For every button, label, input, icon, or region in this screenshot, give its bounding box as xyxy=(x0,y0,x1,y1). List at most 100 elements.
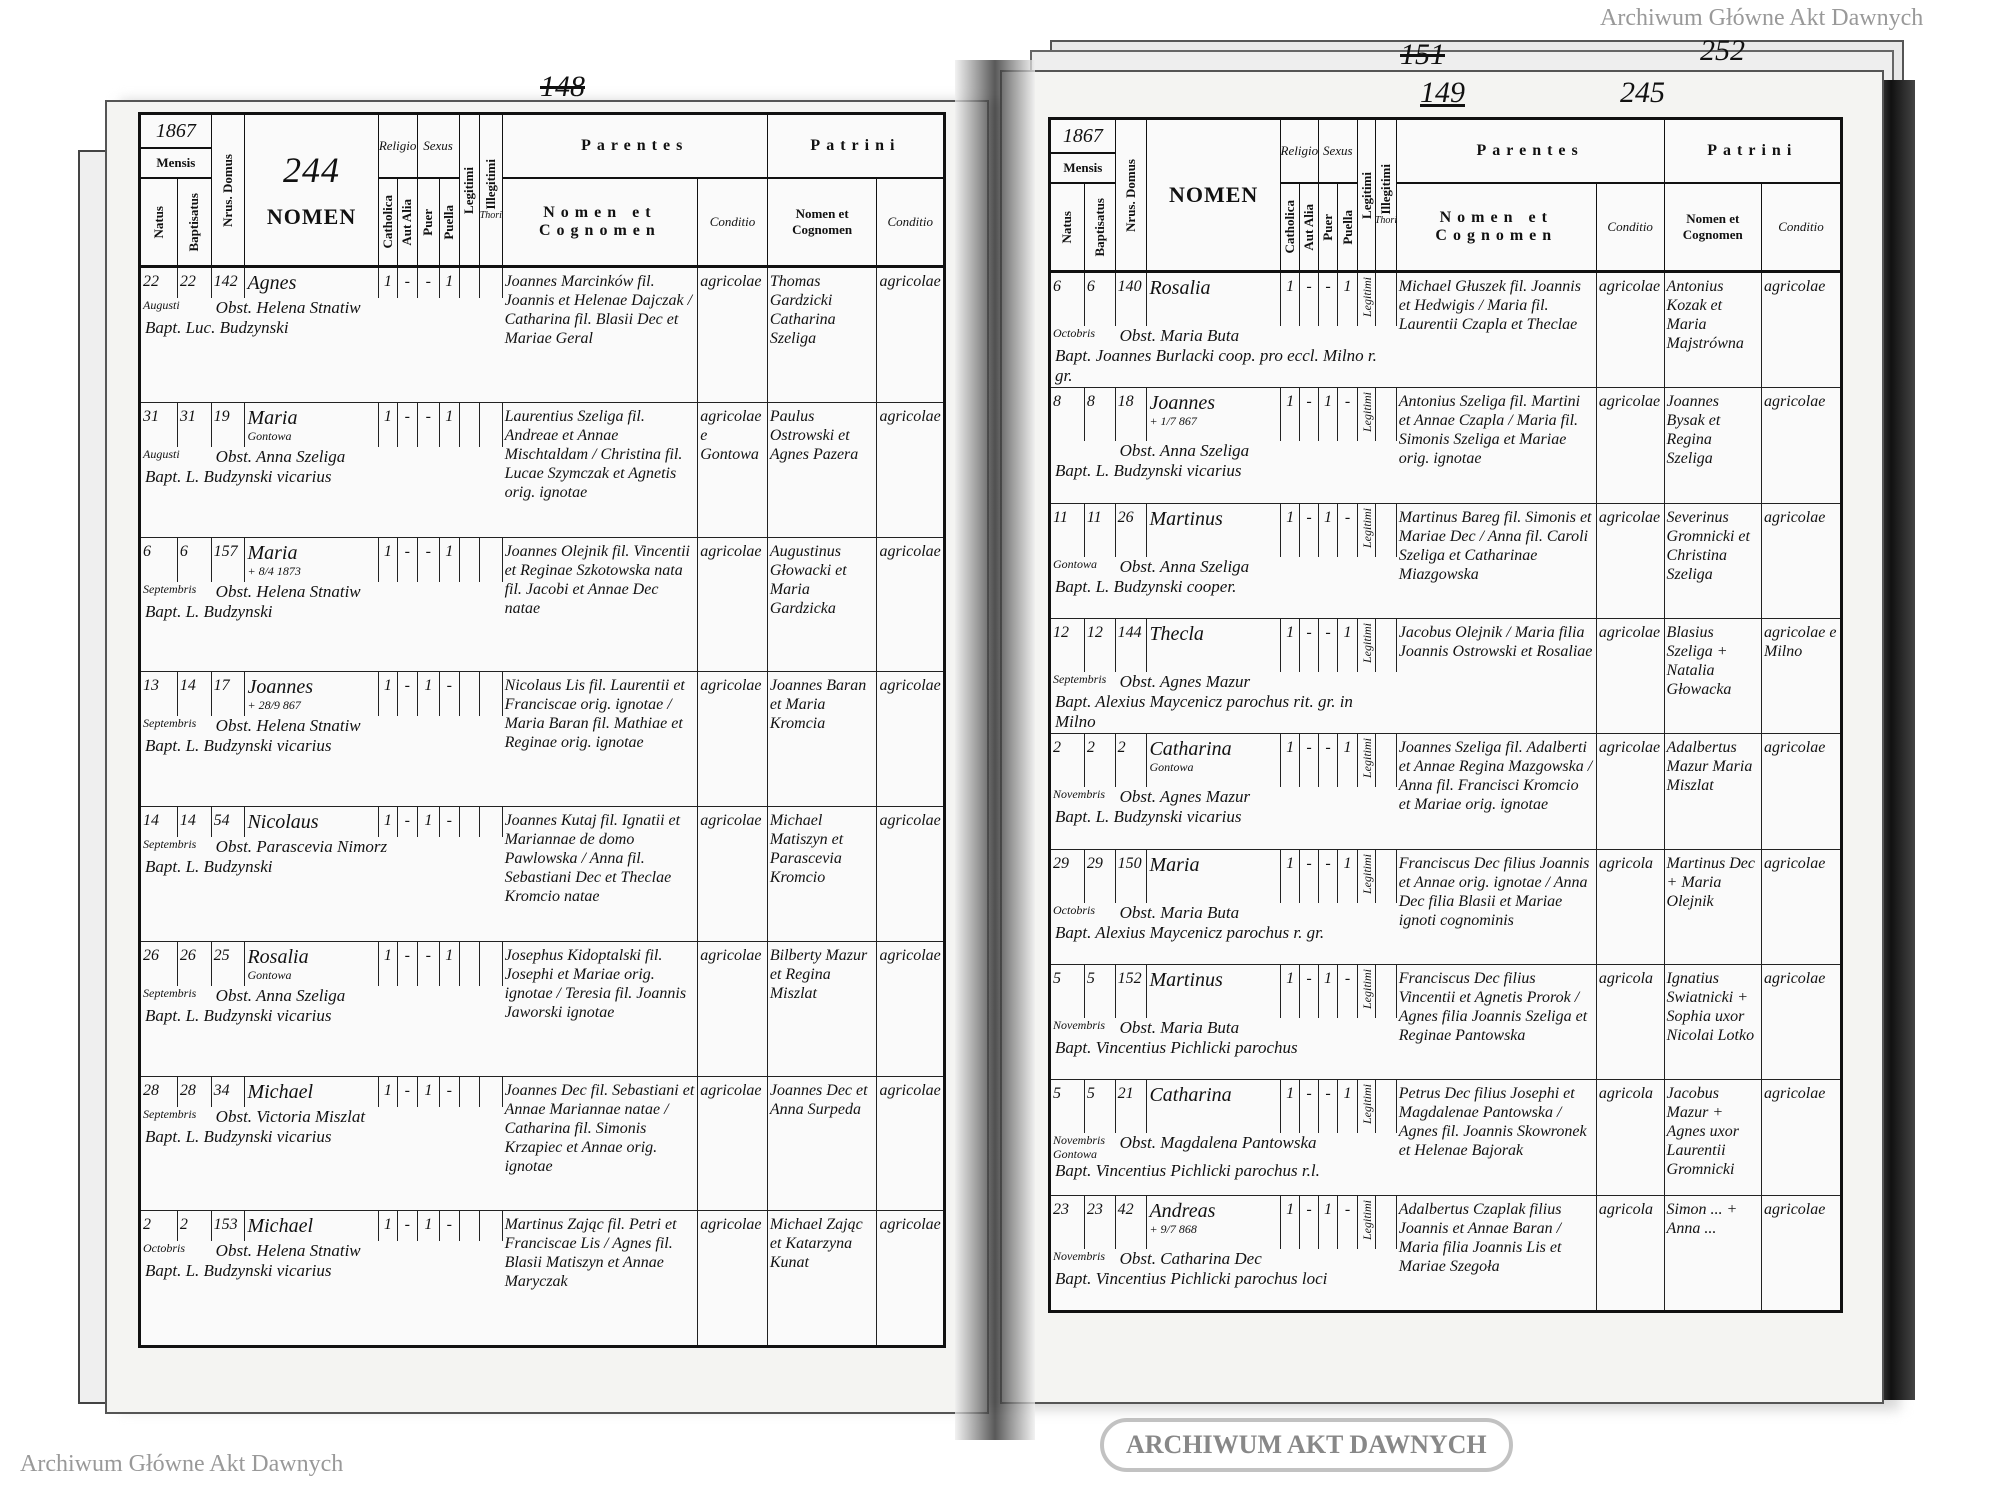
legitimi-cell xyxy=(460,807,481,837)
aut-cell: - xyxy=(1300,1080,1319,1134)
parents-cell: Laurentius Szeliga fil. Andreae et Annae… xyxy=(503,402,699,537)
patrini-cell: Jacobus Mazur + Agnes uxor Laurentii Gro… xyxy=(1665,1080,1763,1195)
baptizans-line: Bapt. L. Budzynski vicarius xyxy=(145,1005,332,1025)
baptisatus-cell: 31 xyxy=(178,402,212,447)
parents-cell: Joannes Marcinków fil. Joannis et Helena… xyxy=(503,268,699,402)
puer-cell: 1 xyxy=(418,807,441,837)
obstetrix-line: Obst. Helena Stnatiw xyxy=(215,716,361,736)
header-legitimi: Legitimi xyxy=(1358,171,1374,219)
domus-cell: 42 xyxy=(1116,1195,1148,1249)
month-label: Gontowa xyxy=(1053,556,1098,571)
header-baptisatus: Baptisatus xyxy=(1091,197,1107,257)
child-name: Maria xyxy=(1149,853,1200,876)
parents-conditio-cell: agricolae xyxy=(698,807,768,941)
puella-cell: 1 xyxy=(1338,618,1358,672)
table-row: 8 8 18 Joannes + 1/7 867 1-1- Legitimi Antonius… xyxy=(1051,388,1840,504)
legitimi-cell: Legitimi xyxy=(1358,964,1377,1018)
patrini-conditio-cell: agricolae xyxy=(1764,739,1826,757)
aut-cell: - xyxy=(1300,618,1319,672)
month-label: Septembris xyxy=(143,837,197,851)
puer-cell: - xyxy=(1319,618,1339,672)
header-parents-nomen: Nomen et Cognomen xyxy=(1397,184,1597,270)
header-puella: Puella xyxy=(441,204,457,240)
child-name: Joannes xyxy=(247,676,314,699)
header-mensis: Mensis xyxy=(1051,154,1116,184)
legitimi-mark: Legitimi xyxy=(1359,968,1374,1009)
illegitimi-cell xyxy=(1376,734,1397,788)
natus-cell: 6 xyxy=(1051,273,1085,327)
folio-mark: 252 xyxy=(1700,34,1745,67)
puer-cell: - xyxy=(418,268,441,298)
natus-cell: 11 xyxy=(1051,503,1085,557)
nomen-cell: Joannes + 28/9 867 xyxy=(245,672,379,717)
nomen-cell: Agnes xyxy=(245,268,379,298)
child-name: Michael xyxy=(247,1080,313,1103)
table-row: 6 6 157 Maria + 8/4 1873 1- -1 Joannes Olejnik … xyxy=(141,537,943,673)
nomen-cell: Catharina Gontowa xyxy=(1147,734,1281,788)
aut-cell: - xyxy=(398,941,418,986)
parents-cell: Franciscus Dec filius Joannis et Annae o… xyxy=(1397,849,1597,964)
cath-cell: 1 xyxy=(1281,618,1301,672)
patrini-cell: Bilberty Mazur et Regina Miszlat xyxy=(768,941,878,1076)
legitimi-mark: Legitimi xyxy=(1359,277,1374,318)
child-name: Joannes xyxy=(1149,392,1215,415)
parents-cell: Adalbertus Czaplak filius Joannis et Ann… xyxy=(1397,1195,1597,1310)
obstetrix-line: Obst. Helena Stnatiw xyxy=(215,1241,361,1261)
header-religio: Religio xyxy=(378,115,418,179)
natus-cell: 13 xyxy=(141,672,178,717)
table-row: 13 14 17 Joannes + 28/9 867 1-1- Nicolaus Lis … xyxy=(141,672,943,807)
folio-mark: 151 xyxy=(1400,38,1445,71)
table-row: 28 28 34 Michael 1-1- Joannes Dec fil. Sebast… xyxy=(141,1076,943,1212)
natus-cell: 31 xyxy=(141,402,178,447)
baptizans-line: Bapt. L. Budzynski vicarius xyxy=(145,466,332,486)
patrini-cell: Michael Matiszyn et Parascevia Kromcio xyxy=(768,807,878,941)
parents-cell: Joannes Olejnik fil. Vincentii et Regina… xyxy=(503,537,699,672)
aut-cell: - xyxy=(1300,273,1319,327)
illegitimi-cell xyxy=(1376,1195,1397,1249)
obstetrix-line: Obst. Maria Buta xyxy=(1119,326,1240,346)
parents-conditio-cell: agricolae xyxy=(698,268,768,402)
child-name: Catharina xyxy=(1149,738,1232,761)
baptizans-line: Bapt. Vincentius Pichlicki parochus xyxy=(1055,1037,1298,1057)
puella-cell: 1 xyxy=(1338,1080,1358,1134)
obstetrix-line: Obst. Anna Szeliga xyxy=(1119,556,1250,576)
table-row: 14 14 54 Nicolaus 1-1- Joannes Kutaj fil. Ign… xyxy=(141,807,943,942)
puer-cell: - xyxy=(1319,1080,1339,1134)
baptizans-line: Bapt. L. Budzynski xyxy=(145,857,273,876)
folio-mark: 148 xyxy=(540,70,585,103)
table-row: 31 31 19 Maria Gontowa 1- -1 Laurentius Szeliga… xyxy=(141,402,943,538)
aut-cell: - xyxy=(398,672,418,717)
table-row: 2 2 2 Catharina Gontowa 1- -1 Legitimi Joannes S… xyxy=(1051,734,1840,850)
header-illegitimi: Illegitimi xyxy=(482,159,498,210)
header-patrini-nomen: Nomen et Cognomen xyxy=(768,179,878,265)
baptisatus-cell: 6 xyxy=(1085,273,1116,327)
baptizans-line: Bapt. L. Budzynski cooper. xyxy=(1055,576,1237,596)
nomen-cell: Rosalia Gontowa xyxy=(245,941,379,986)
puella-cell: - xyxy=(440,807,460,837)
illegitimi-cell xyxy=(480,807,503,837)
domus-cell: 54 xyxy=(212,807,246,837)
obstetrix-line: Obst. Anna Szeliga xyxy=(215,446,346,466)
header-natus: Natus xyxy=(150,205,166,239)
child-name: Maria xyxy=(247,541,298,564)
archive-watermark: Archiwum Główne Akt Dawnych xyxy=(20,1451,344,1477)
natus-cell: 5 xyxy=(1051,964,1085,1018)
legitimi-cell xyxy=(460,941,481,986)
child-note: + 9/7 868 xyxy=(1149,1221,1197,1236)
nomen-cell: Michael xyxy=(245,1076,379,1107)
right-register-table: 1867 Mensis Natus Baptisatus Nrus. Domus… xyxy=(1048,117,1843,1313)
legitimi-cell xyxy=(460,672,481,717)
domus-cell: 25 xyxy=(212,941,246,986)
patrini-conditio-cell: agricolae xyxy=(1764,393,1826,411)
child-note: Gontowa xyxy=(247,428,292,443)
puer-cell: - xyxy=(418,537,441,582)
header-parentes: Parentes xyxy=(1396,120,1665,184)
illegitimi-cell xyxy=(1376,1080,1397,1134)
parents-conditio-cell: agricolae xyxy=(698,537,768,672)
baptizans-line: Bapt. Alexius Maycenicz parochus r. gr. xyxy=(1055,922,1325,942)
child-name: Martinus xyxy=(1149,968,1223,991)
patrini-conditio-cell: agricolae xyxy=(1764,508,1826,526)
child-note: + 1/7 867 xyxy=(1149,414,1197,429)
parents-cell: Martinus Zając fil. Petri et Franciscae … xyxy=(503,1211,699,1345)
nomen-cell: Martinus xyxy=(1147,503,1281,557)
